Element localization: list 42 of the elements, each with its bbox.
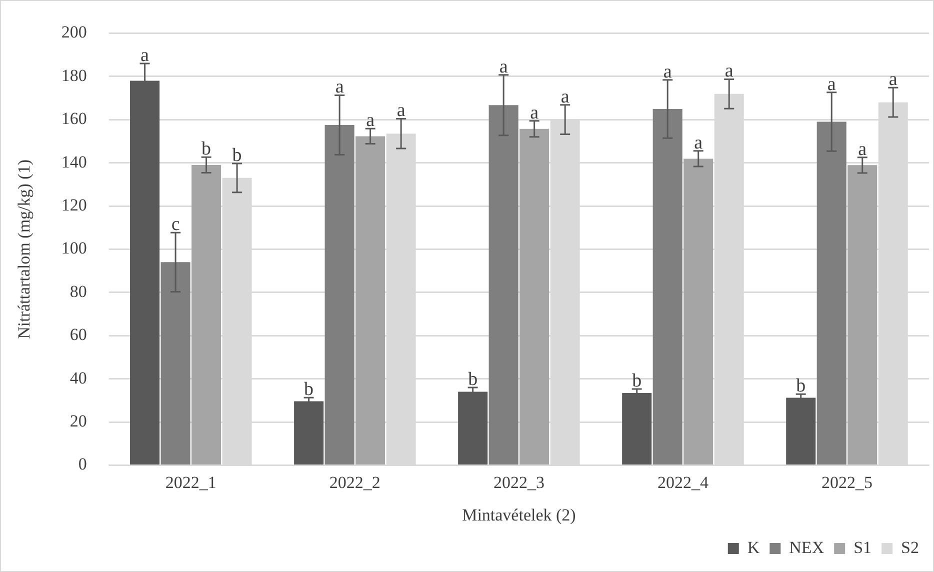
y-tick-label: 20	[70, 411, 87, 430]
legend-label: S1	[854, 538, 872, 557]
data-label: b	[468, 368, 478, 390]
data-label: a	[663, 61, 672, 82]
y-tick-label: 100	[61, 238, 87, 258]
x-tick-label: 2022_5	[821, 472, 872, 492]
y-axis-title: Nitráttartalom (mg/kg) (1)	[14, 160, 34, 339]
x-axis-title: Mintavételek (2)	[462, 505, 576, 524]
data-label: a	[560, 86, 570, 108]
data-label: a	[499, 56, 508, 78]
data-label: b	[202, 138, 212, 160]
y-tick-label: 160	[61, 109, 87, 128]
legend-label: K	[747, 538, 760, 557]
data-label: a	[366, 110, 376, 132]
y-tick-label: 180	[61, 66, 87, 85]
data-label: a	[140, 44, 150, 66]
data-label: b	[232, 144, 242, 166]
data-label: b	[632, 370, 642, 392]
data-label: a	[724, 60, 734, 82]
data-label: b	[304, 379, 314, 400]
y-tick-label: 200	[61, 22, 87, 42]
y-tick-label: 60	[70, 325, 87, 344]
x-tick-label: 2022_3	[493, 472, 544, 492]
data-label: a	[827, 74, 836, 95]
y-tick-label: 80	[70, 282, 87, 301]
legend-label: S2	[901, 538, 920, 557]
data-label: a	[396, 100, 406, 122]
data-label: a	[335, 76, 344, 98]
data-label: a	[530, 102, 540, 124]
y-tick-label: 140	[61, 152, 87, 172]
data-label: a	[694, 132, 704, 154]
y-tick-label: 40	[70, 368, 87, 388]
x-tick-label: 2022_2	[329, 472, 380, 492]
data-label: a	[888, 69, 898, 90]
y-tick-label: 0	[78, 454, 87, 474]
data-label: b	[796, 376, 806, 397]
x-tick-label: 2022_1	[165, 472, 216, 492]
data-label: a	[858, 138, 868, 160]
y-tick-label: 120	[61, 195, 87, 214]
data-label: c	[171, 214, 180, 236]
x-tick-label: 2022_4	[657, 472, 709, 492]
legend-label: NEX	[789, 538, 824, 557]
